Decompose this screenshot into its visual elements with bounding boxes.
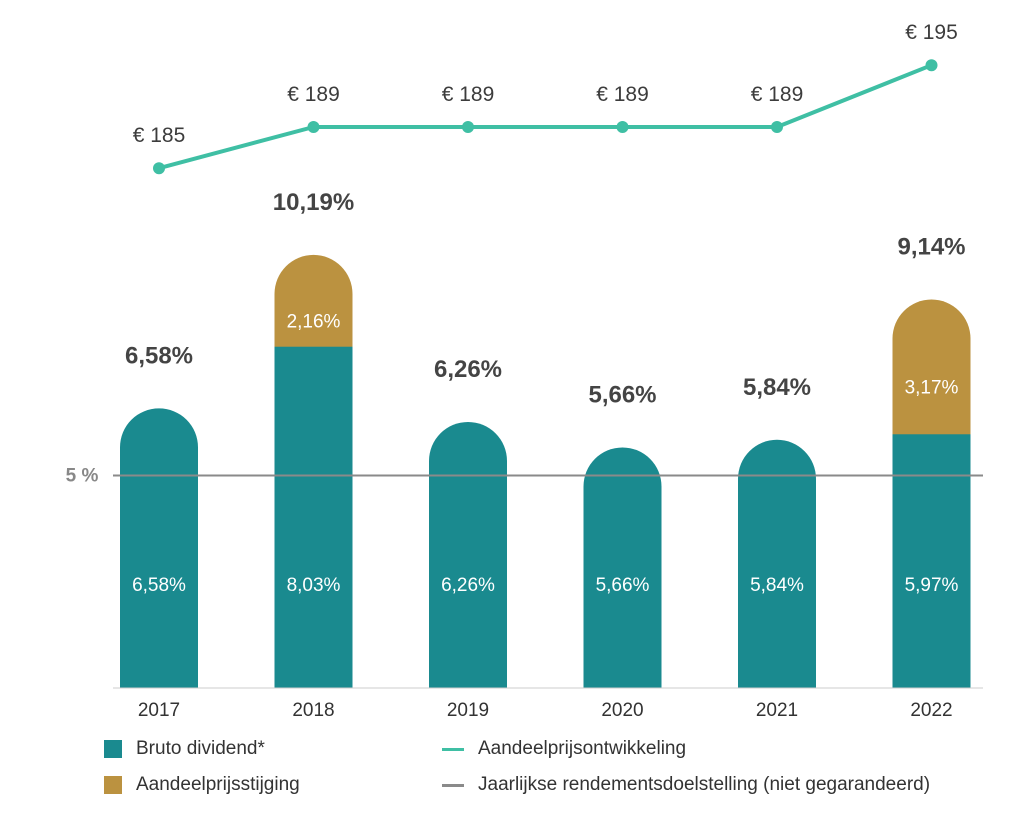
legend-item-price-increase: Aandeelprijsstijging: [104, 774, 300, 796]
legend-item-dividend: Bruto dividend*: [104, 738, 265, 760]
bar-total-label-2017: 6,58%: [125, 342, 193, 369]
price-point-2021: [771, 121, 783, 133]
price-label-2022: € 195: [905, 21, 958, 44]
price-label-2021: € 189: [751, 83, 804, 106]
x-tick-label-2019: 2019: [447, 700, 489, 721]
target-line-label: 5 %: [66, 466, 99, 487]
price-line: [158, 63, 933, 171]
legend-label-price-line: Aandeelprijsontwikkeling: [478, 738, 687, 759]
bar-total-label-2022: 9,14%: [897, 234, 965, 261]
bar-segment-dividend-2017: [120, 408, 198, 688]
bar-label-price-increase-2022: 3,17%: [905, 377, 959, 398]
price-point-2020: [616, 121, 629, 133]
bar-total-label-2018: 10,19%: [273, 189, 354, 216]
bar-segment-dividend-2018: [274, 346, 353, 688]
legend: Bruto dividend* Aandeelprijsstijging Aan…: [0, 738, 1024, 808]
legend-swatch-target: [442, 783, 464, 787]
x-tick-label-2018: 2018: [292, 700, 334, 721]
legend-item-price-line: Aandeelprijsontwikkeling: [442, 738, 686, 760]
price-label-2018: € 189: [287, 83, 340, 106]
x-tick-label-2022: 2022: [910, 700, 952, 721]
bar-segment-price-increase-2018: [274, 254, 353, 348]
price-point-2018: [307, 121, 320, 133]
price-label-2017: € 185: [133, 124, 186, 147]
dividend-chart: 6,58% 6,58% 2017 2,16% 8,03% 10,19% 2018 6,26% 6…: [66, 21, 983, 721]
bar-segment-dividend-2019: [429, 421, 507, 688]
price-point-2017: [153, 162, 165, 175]
bar-segment-dividend-2022: [892, 434, 971, 688]
legend-swatch-price-increase: [104, 776, 122, 794]
legend-label-price-increase: Aandeelprijsstijging: [136, 774, 300, 795]
bar-total-label-2019: 6,26%: [434, 356, 502, 383]
legend-swatch-price-line: [442, 747, 464, 751]
bar-segment-dividend-2021: [738, 439, 816, 688]
legend-swatch-dividend: [104, 740, 122, 758]
bar-label-dividend-2021: 5,84%: [750, 575, 804, 596]
bar-label-dividend-2020: 5,66%: [596, 575, 650, 596]
price-label-2019: € 189: [442, 83, 495, 106]
bar-segment-dividend-2020: [583, 447, 662, 688]
bar-total-label-2021: 5,84%: [743, 374, 811, 401]
legend-label-dividend: Bruto dividend*: [136, 738, 265, 759]
x-tick-label-2017: 2017: [138, 700, 180, 721]
legend-label-target: Jaarlijkse rendementsdoelstelling (niet …: [478, 774, 931, 795]
price-point-2022: [925, 59, 938, 72]
bar-label-price-increase-2018: 2,16%: [287, 311, 341, 332]
price-point-2019: [462, 121, 474, 133]
bar-label-dividend-2019: 6,26%: [441, 575, 495, 596]
legend-item-target: Jaarlijkse rendementsdoelstelling (niet …: [442, 774, 930, 796]
x-tick-label-2020: 2020: [601, 700, 643, 721]
bar-label-dividend-2022: 5,97%: [905, 575, 959, 596]
bar-segment-price-increase-2022: [892, 299, 971, 435]
x-tick-label-2021: 2021: [756, 700, 798, 721]
bar-total-label-2020: 5,66%: [588, 381, 656, 408]
bar-label-dividend-2018: 8,03%: [287, 575, 341, 596]
price-label-2020: € 189: [596, 83, 649, 106]
bar-label-dividend-2017: 6,58%: [132, 575, 186, 596]
